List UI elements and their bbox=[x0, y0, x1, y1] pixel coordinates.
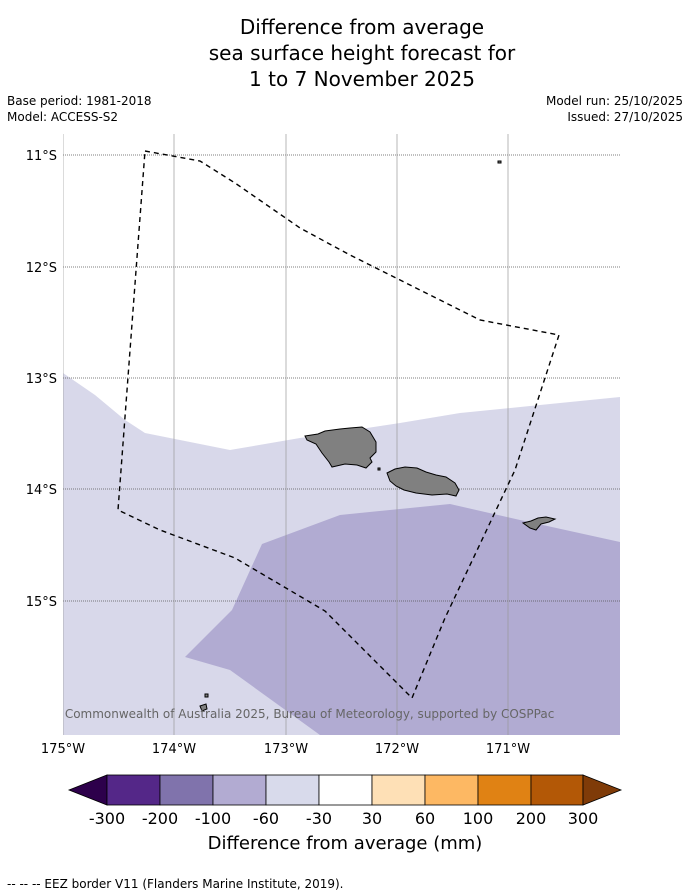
colorbar-segment bbox=[159, 774, 214, 806]
meta-right: Model run: 25/10/2025 Issued: 27/10/2025 bbox=[546, 93, 683, 125]
base-period: Base period: 1981-2018 bbox=[7, 94, 152, 108]
colorbar-tick: 60 bbox=[415, 809, 435, 828]
anomaly-band-medium bbox=[185, 504, 620, 735]
colorbar-segment bbox=[318, 774, 373, 806]
colorbar-tick: -30 bbox=[306, 809, 332, 828]
island-tiny-2 bbox=[377, 467, 381, 471]
lon-label: 175°W bbox=[41, 742, 85, 757]
title-line-2: sea surface height forecast for bbox=[208, 41, 516, 65]
latitude-labels: 11°S 12°S 13°S 14°S 15°S bbox=[26, 149, 57, 610]
colorbar-label: Difference from average (mm) bbox=[207, 833, 483, 854]
island-small-southwest bbox=[199, 703, 208, 712]
lat-label: 13°S bbox=[26, 372, 57, 387]
title-line-3: 1 to 7 November 2025 bbox=[249, 67, 475, 91]
colorbar-extend-low bbox=[67, 774, 108, 806]
issued-date: Issued: 27/10/2025 bbox=[567, 110, 683, 124]
copyright-notice: © Commonwealth of Australia 2025, Bureau… bbox=[49, 707, 554, 721]
colorbar-segment bbox=[530, 774, 584, 806]
colorbar-extend-high bbox=[582, 774, 623, 806]
lat-label: 12°S bbox=[26, 261, 57, 276]
gridlines bbox=[63, 134, 620, 735]
colorbar-segment bbox=[265, 774, 320, 806]
colorbar-tick: 30 bbox=[362, 809, 382, 828]
lat-label: 14°S bbox=[26, 483, 57, 498]
lon-label: 171°W bbox=[486, 742, 530, 757]
title-line-1: Difference from average bbox=[239, 15, 485, 39]
colorbar-segment bbox=[371, 774, 426, 806]
colorbar-segment bbox=[477, 774, 532, 806]
colorbar-tick: -300 bbox=[89, 809, 125, 828]
eez-border bbox=[117, 150, 560, 700]
colorbar-segment bbox=[106, 774, 161, 806]
lon-label: 174°W bbox=[152, 742, 196, 757]
model-run: Model run: 25/10/2025 bbox=[545, 94, 683, 108]
island-tutuila bbox=[521, 516, 557, 531]
island-tiny-1 bbox=[204, 693, 209, 698]
colorbar-tick: 100 bbox=[463, 809, 494, 828]
lat-label: 15°S bbox=[26, 595, 57, 610]
longitude-labels: 175°W 174°W 173°W 172°W 171°W bbox=[41, 742, 530, 757]
lat-label: 11°S bbox=[26, 149, 57, 164]
lon-label: 173°W bbox=[264, 742, 308, 757]
island-savaii bbox=[304, 426, 377, 469]
map-plot-area: © Commonwealth of Australia 2025, Bureau… bbox=[49, 134, 620, 735]
colorbar-tick: -60 bbox=[253, 809, 279, 828]
colorbar-tick: -200 bbox=[142, 809, 178, 828]
colorbar: -300 -200 -100 -60 -30 30 60 100 200 300 bbox=[67, 774, 623, 828]
island-upolu bbox=[386, 466, 460, 497]
colorbar-tick: 300 bbox=[568, 809, 599, 828]
land-masses bbox=[199, 160, 557, 712]
meta-left: Base period: 1981-2018 Model: ACCESS-S2 bbox=[7, 93, 152, 125]
colorbar-segment bbox=[212, 774, 267, 806]
map-title: Difference from average sea surface heig… bbox=[0, 14, 690, 92]
colorbar-tick: -100 bbox=[195, 809, 231, 828]
model-name: Model: ACCESS-S2 bbox=[7, 110, 119, 124]
eez-legend: -- -- -- EEZ border V11 (Flanders Marine… bbox=[7, 877, 344, 891]
colorbar-segment bbox=[424, 774, 479, 806]
lon-label: 172°W bbox=[375, 742, 419, 757]
colorbar-tick: 200 bbox=[516, 809, 547, 828]
island-small-north bbox=[497, 160, 502, 164]
